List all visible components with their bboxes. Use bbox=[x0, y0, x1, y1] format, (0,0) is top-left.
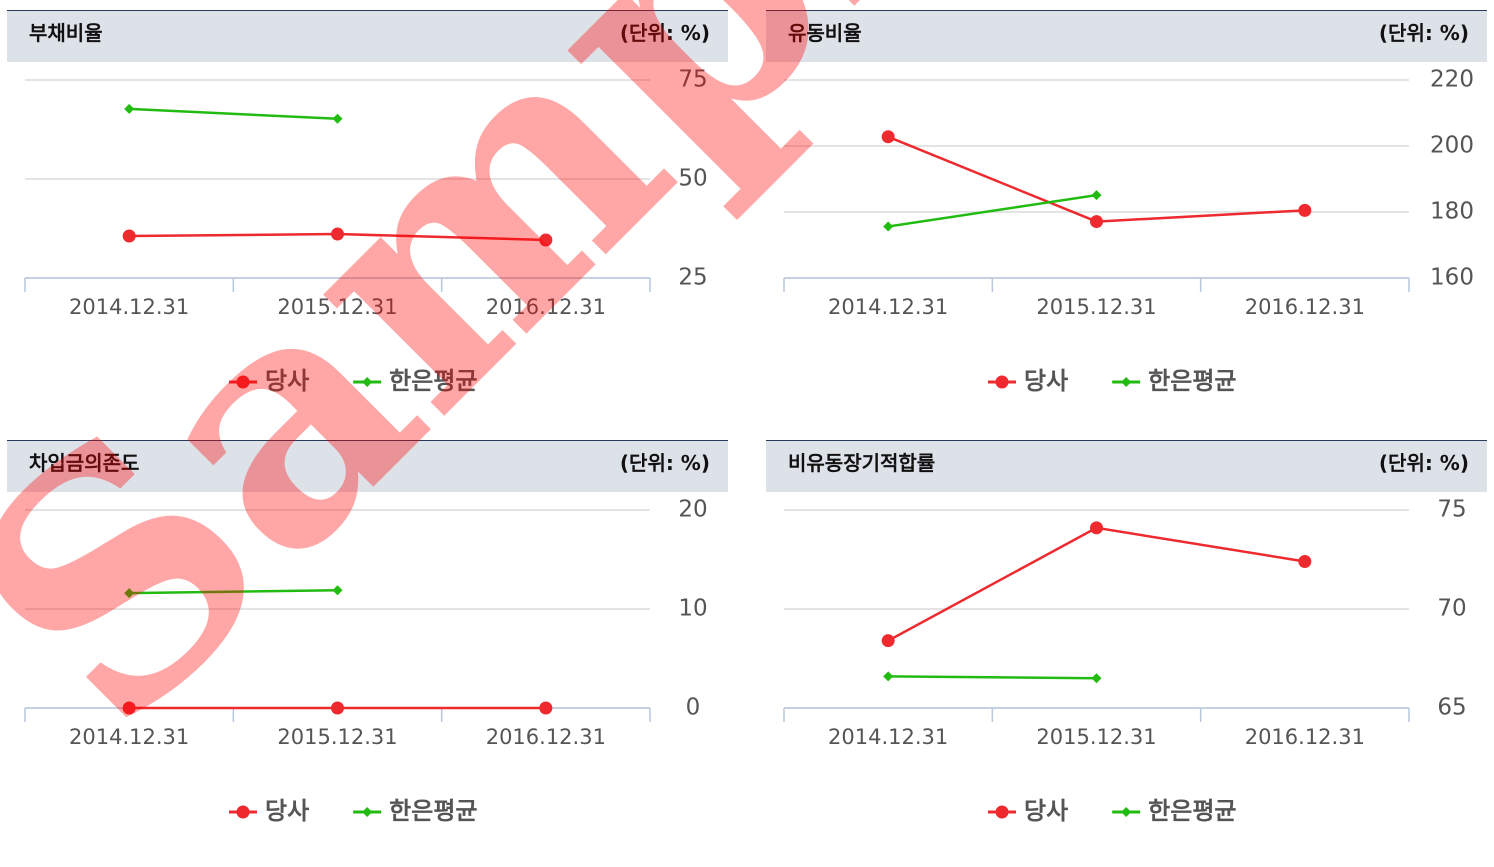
y-tick-label: 160 bbox=[1430, 265, 1474, 291]
data-point bbox=[1091, 673, 1102, 684]
y-tick-label: 50 bbox=[678, 166, 707, 192]
series-line bbox=[887, 135, 1305, 223]
data-point bbox=[124, 588, 135, 599]
legend-marker bbox=[1121, 377, 1132, 387]
panel-title: 비유동장기적합률 bbox=[788, 451, 935, 475]
y-tick-label: 70 bbox=[1437, 596, 1466, 622]
unit-label: (단위: %) bbox=[620, 451, 710, 475]
data-point bbox=[539, 233, 553, 247]
data-point bbox=[1090, 521, 1103, 535]
legend-label: 당사 bbox=[265, 797, 309, 825]
data-point bbox=[332, 585, 343, 596]
legend-marker bbox=[362, 377, 373, 387]
data-point bbox=[331, 227, 344, 241]
x-tick-label: 2015.12.31 bbox=[1036, 725, 1156, 749]
legend-label: 한은평균 bbox=[1148, 797, 1236, 825]
data-point bbox=[1090, 215, 1103, 229]
x-tick-label: 2016.12.31 bbox=[1245, 295, 1365, 319]
x-tick-label: 2014.12.31 bbox=[828, 725, 948, 749]
x-tick-label: 2015.12.31 bbox=[277, 295, 397, 319]
data-point bbox=[122, 701, 136, 715]
chart: 유동비율 (단위: %) 160 180 200 220 2014.12.31 2015.12… bbox=[766, 10, 1487, 395]
panel-title: 유동비율 bbox=[788, 21, 862, 45]
panel-title: 부채비율 bbox=[29, 21, 103, 45]
series-line bbox=[888, 675, 1097, 680]
data-point bbox=[883, 221, 894, 232]
x-tick-label: 2014.12.31 bbox=[828, 295, 948, 319]
y-tick-label: 0 bbox=[686, 695, 701, 721]
legend-marker bbox=[236, 375, 250, 389]
data-point bbox=[883, 671, 894, 682]
x-tick-label: 2016.12.31 bbox=[486, 295, 606, 319]
y-tick-label: 75 bbox=[1437, 497, 1466, 523]
data-point bbox=[332, 113, 343, 124]
header bbox=[766, 440, 1487, 492]
header bbox=[7, 440, 728, 492]
data-point bbox=[122, 229, 136, 243]
y-tick-label: 20 bbox=[678, 497, 707, 523]
y-tick-label: 25 bbox=[678, 265, 707, 291]
series-line bbox=[129, 588, 338, 595]
data-point bbox=[539, 701, 553, 715]
unit-label: (단위: %) bbox=[1379, 451, 1469, 475]
unit-label: (단위: %) bbox=[620, 21, 710, 45]
x-tick-label: 2014.12.31 bbox=[69, 725, 189, 749]
x-tick-label: 2016.12.31 bbox=[1245, 725, 1365, 749]
legend-label: 당사 bbox=[1024, 367, 1068, 395]
legend-label: 당사 bbox=[265, 367, 309, 395]
y-tick-label: 180 bbox=[1430, 199, 1474, 225]
series-line bbox=[887, 526, 1306, 642]
legend-marker bbox=[995, 375, 1009, 389]
x-tick-label: 2015.12.31 bbox=[1036, 295, 1156, 319]
data-point bbox=[1298, 554, 1312, 568]
unit-label: (단위: %) bbox=[1379, 21, 1469, 45]
legend-marker bbox=[1121, 807, 1132, 817]
series-line bbox=[129, 107, 338, 121]
header bbox=[766, 10, 1487, 62]
data-point bbox=[881, 634, 895, 648]
y-tick-label: 75 bbox=[678, 67, 707, 93]
chart: 부채비율 (단위: %) 25 50 75 2014.12.31 2015.12.31 201… bbox=[7, 10, 728, 395]
y-tick-label: 65 bbox=[1437, 695, 1466, 721]
data-point bbox=[1091, 190, 1102, 201]
y-tick-label: 220 bbox=[1430, 67, 1474, 93]
chart: 차입금의존도 (단위: %) 0 10 20 2014.12.31 2015.12.31 20… bbox=[7, 440, 728, 825]
panel-title: 차입금의존도 bbox=[29, 451, 139, 475]
data-point bbox=[331, 701, 344, 715]
legend-label: 당사 bbox=[1024, 797, 1068, 825]
legend-label: 한은평균 bbox=[1148, 367, 1236, 395]
legend-label: 한은평균 bbox=[389, 367, 477, 395]
legend-marker bbox=[236, 805, 250, 819]
data-point bbox=[1298, 203, 1312, 217]
y-tick-label: 200 bbox=[1430, 133, 1474, 159]
legend-label: 한은평균 bbox=[389, 797, 477, 825]
chart: 비유동장기적합률 (단위: %) 65 70 75 2014.12.31 2015.12.3… bbox=[766, 440, 1487, 825]
legend-marker bbox=[362, 807, 373, 817]
x-tick-label: 2014.12.31 bbox=[69, 295, 189, 319]
x-tick-label: 2015.12.31 bbox=[277, 725, 397, 749]
y-tick-label: 10 bbox=[678, 596, 707, 622]
series-line bbox=[887, 193, 1097, 228]
x-tick-label: 2016.12.31 bbox=[486, 725, 606, 749]
data-point bbox=[881, 130, 895, 144]
data-point bbox=[124, 103, 135, 114]
header bbox=[7, 10, 728, 62]
legend-marker bbox=[995, 805, 1009, 819]
